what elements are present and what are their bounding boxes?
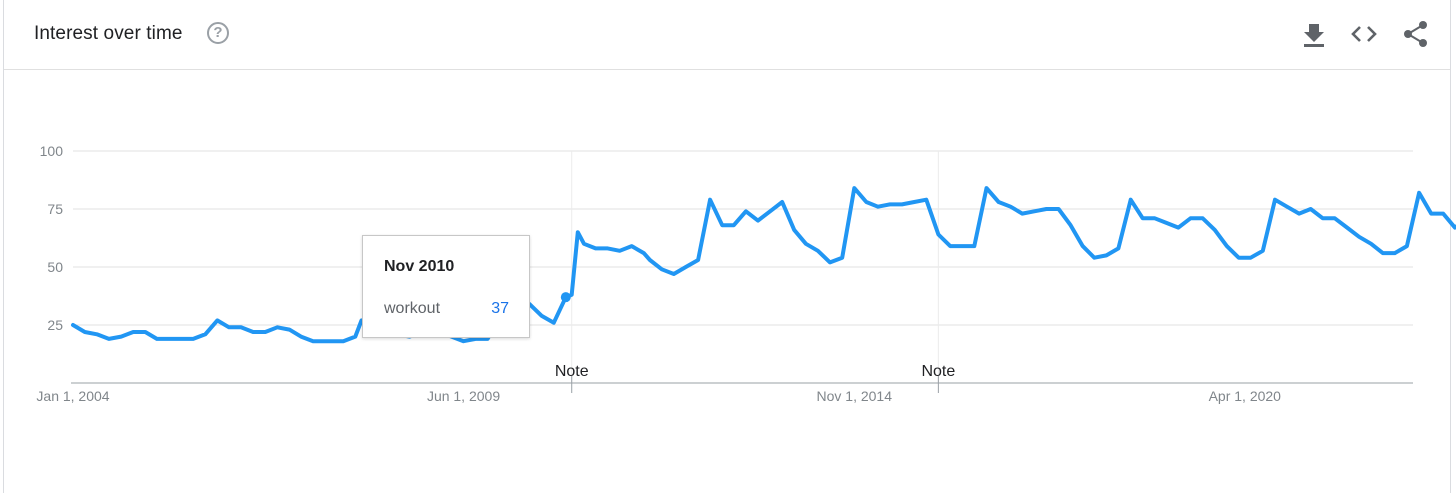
tooltip-term: workout [384, 300, 441, 317]
series-layer[interactable] [71, 186, 1456, 344]
grid-lines: 25 50 75 100 [40, 143, 1413, 333]
tooltip-date: Nov 2010 [384, 258, 455, 275]
card-header: Interest over time ? [4, 0, 1450, 70]
download-icon[interactable] [1300, 20, 1328, 48]
note-label-1: Note [555, 363, 589, 380]
card-title: Interest over time [34, 23, 183, 44]
note-annotations: Note Note [555, 151, 955, 393]
x-axis: Jan 1, 2004 Jun 1, 2009 Nov 1, 2014 Apr 1, … [36, 382, 1413, 404]
x-tick-label-4: Apr 1, 2020 [1209, 388, 1282, 404]
y-tick-label-50: 50 [47, 259, 63, 275]
y-tick-label-75: 75 [47, 201, 63, 217]
note-label-2: Note [921, 363, 955, 380]
data-tooltip: Nov 2010 workout 37 [362, 235, 530, 338]
x-tick-label-2: Jun 1, 2009 [427, 388, 500, 404]
tooltip-value: 37 [491, 300, 509, 317]
y-tick-label-25: 25 [47, 317, 63, 333]
series-line-workout [71, 186, 1456, 344]
y-tick-label-100: 100 [40, 143, 64, 159]
highlight-point [560, 292, 571, 303]
x-tick-label-3: Nov 1, 2014 [817, 388, 893, 404]
embed-code-icon[interactable] [1350, 20, 1378, 48]
x-tick-label-1: Jan 1, 2004 [36, 388, 109, 404]
help-icon[interactable]: ? [207, 22, 229, 44]
share-icon[interactable] [1402, 20, 1430, 48]
interest-over-time-card: Interest over time ? [3, 0, 1451, 493]
